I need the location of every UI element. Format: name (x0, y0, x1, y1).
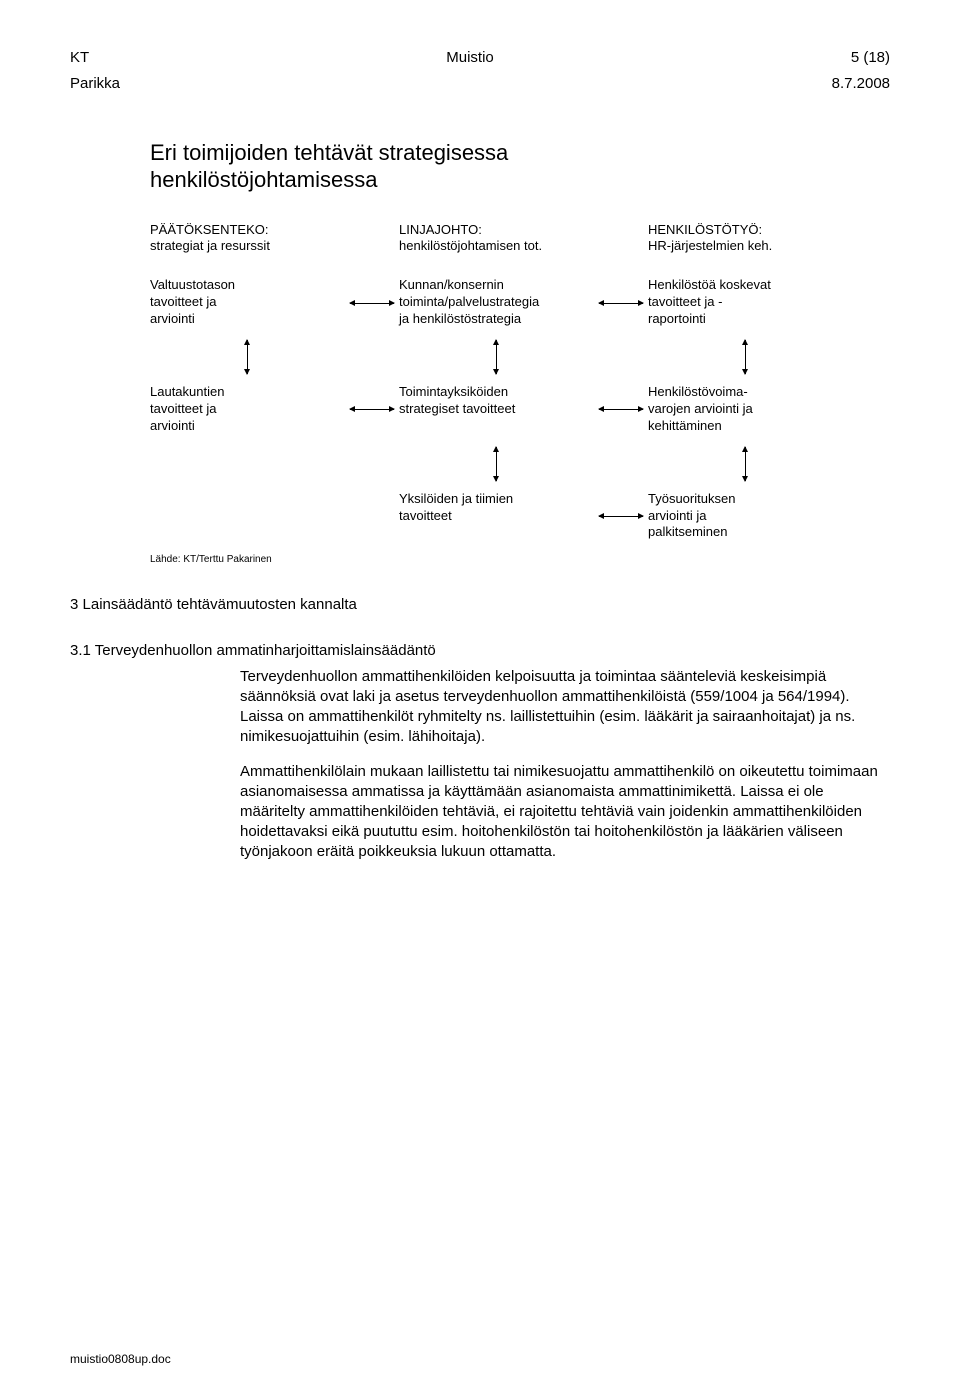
v-connectors-3-4 (150, 447, 890, 481)
diagram-title-line2: henkilöstöjohtamisessa (150, 167, 377, 192)
subheader-left: Parikka (70, 74, 120, 94)
diagram-title-line1: Eri toimijoiden tehtävät strategisessa (150, 140, 508, 165)
cell-empty (150, 491, 345, 542)
cell-kunnan-konsernin: Kunnan/konsernintoiminta/palvelustrategi… (399, 277, 594, 328)
diagram-row-3: Lautakuntientavoitteet jaarviointi Toimi… (150, 384, 890, 435)
h-arrow-icon (599, 516, 643, 517)
v-arrow-icon (745, 340, 746, 374)
cell-toimintayksikoiden: Toimintayksiköidenstrategiset tavoitteet (399, 384, 594, 435)
v-arrow-icon (745, 447, 746, 481)
header-center: Muistio (446, 48, 494, 68)
page-footer: muistio0808up.doc (70, 1351, 171, 1367)
cell-linjajohto: LINJAJOHTO:henkilöstöjohtamisen tot. (399, 222, 594, 256)
body-paragraph-1: Terveydenhuollon ammattihenkilöiden kelp… (240, 667, 890, 746)
diagram-row-2: Valtuustotasontavoitteet jaarviointi Kun… (150, 277, 890, 328)
cell-henkilostovoimavarojen: Henkilöstövoima-varojen arviointi jakehi… (648, 384, 843, 435)
cell-henkilostotyo: HENKILÖSTÖTYÖ:HR-järjestelmien keh. (648, 222, 843, 256)
header-right: 5 (18) (851, 48, 890, 68)
h-arrow-icon (599, 409, 643, 410)
h-arrow-icon (350, 303, 394, 304)
diagram-row-1: PÄÄTÖKSENTEKO:strategiat ja resurssit LI… (150, 222, 890, 256)
header-left: KT (70, 48, 89, 68)
cell-lautakuntien: Lautakuntientavoitteet jaarviointi (150, 384, 345, 435)
v-arrow-icon (496, 447, 497, 481)
cell-valtuustotason: Valtuustotasontavoitteet jaarviointi (150, 277, 345, 328)
cell-paatoksenteko: PÄÄTÖKSENTEKO:strategiat ja resurssit (150, 222, 345, 256)
diagram-row-4: Yksilöiden ja tiimientavoitteet Työsuori… (150, 491, 890, 542)
diagram-source: Lähde: KT/Terttu Pakarinen (150, 553, 890, 567)
cell-tyosuorituksen: Työsuorituksenarviointi japalkitseminen (648, 491, 843, 542)
section-3-1-heading: 3.1 Terveydenhuollon ammatinharjoittamis… (70, 641, 890, 661)
v-connectors-2-3 (150, 340, 890, 374)
strategy-diagram: Eri toimijoiden tehtävät strategisessa h… (150, 139, 890, 567)
v-arrow-icon (496, 340, 497, 374)
cell-yksiloiden-tiimien: Yksilöiden ja tiimientavoitteet (399, 491, 594, 542)
diagram-title: Eri toimijoiden tehtävät strategisessa h… (150, 139, 890, 194)
subheader-right: 8.7.2008 (832, 74, 890, 94)
page-header: KT Muistio 5 (18) (70, 48, 890, 68)
v-arrow-icon (247, 340, 248, 374)
h-arrow-icon (350, 409, 394, 410)
section-3-heading: 3 Lainsäädäntö tehtävämuutosten kannalta (70, 595, 890, 615)
cell-henkilostoa-koskevat: Henkilöstöä koskevattavoitteet ja -rapor… (648, 277, 843, 328)
h-arrow-icon (599, 303, 643, 304)
page-subheader: Parikka 8.7.2008 (70, 74, 890, 94)
body-paragraph-2: Ammattihenkilölain mukaan laillistettu t… (240, 762, 890, 861)
